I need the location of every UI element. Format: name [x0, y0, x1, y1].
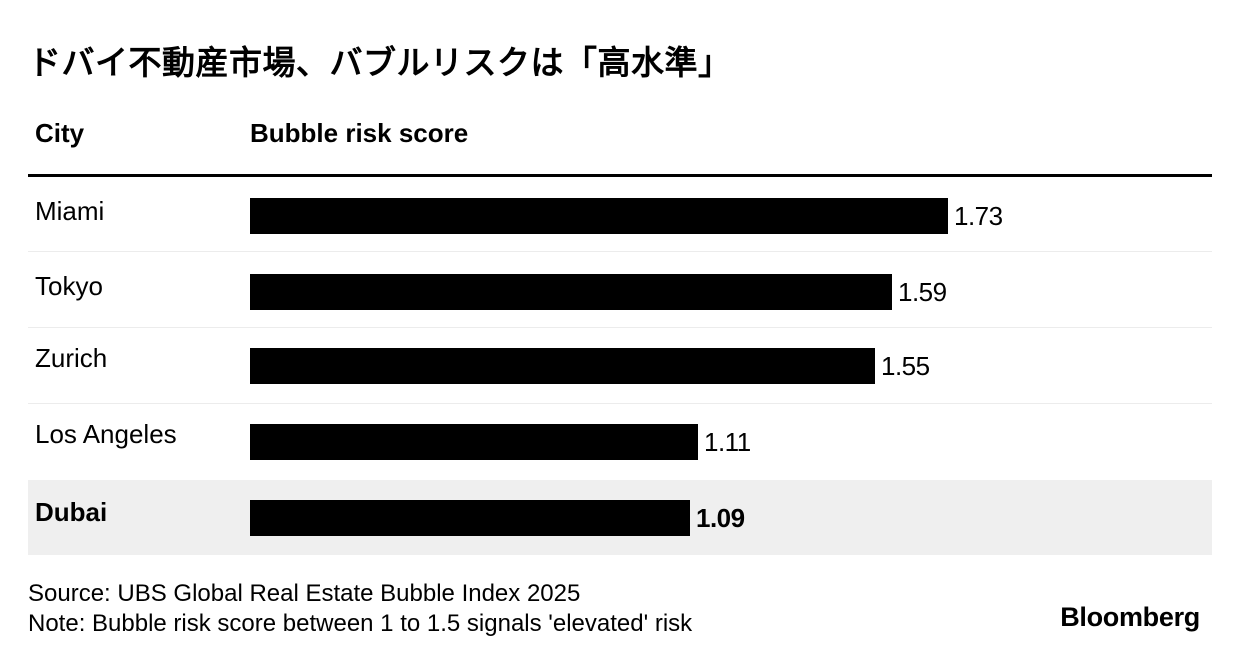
bloomberg-logo: Bloomberg — [1060, 602, 1200, 632]
city-label: Tokyo — [35, 271, 103, 301]
bar — [250, 274, 892, 310]
chart-title: ドバイ不動産市場、バブルリスクは「高水準」 — [28, 43, 732, 82]
value-label: 1.11 — [704, 427, 751, 457]
value-label: 1.73 — [954, 201, 1003, 231]
footnote: Note: Bubble risk score between 1 to 1.5… — [28, 610, 693, 637]
row-divider — [28, 403, 1212, 404]
row-divider — [28, 251, 1212, 252]
city-label: Miami — [35, 196, 105, 226]
city-column-header: City — [35, 118, 85, 148]
value-label: 1.55 — [881, 351, 930, 381]
city-label: Dubai — [35, 497, 108, 527]
bar-row-zurich: Zurich 1.55 — [28, 328, 1212, 403]
bar — [250, 500, 690, 536]
bar — [250, 198, 948, 234]
value-label: 1.09 — [696, 503, 745, 533]
header-rule — [28, 174, 1212, 177]
source-note: Source: UBS Global Real Estate Bubble In… — [28, 580, 581, 607]
city-label: Los Angeles — [35, 419, 177, 449]
bar-row-miami: Miami 1.73 — [28, 178, 1212, 253]
bar-row-los-angeles: Los Angeles 1.11 — [28, 404, 1212, 479]
row-divider — [28, 327, 1212, 328]
bar-row-dubai: Dubai 1.09 — [28, 480, 1212, 555]
bar — [250, 348, 875, 384]
city-label: Zurich — [35, 343, 108, 373]
value-label: 1.59 — [898, 277, 947, 307]
bar-row-tokyo: Tokyo 1.59 — [28, 252, 1212, 327]
score-column-header: Bubble risk score — [250, 118, 469, 148]
bar — [250, 424, 698, 460]
